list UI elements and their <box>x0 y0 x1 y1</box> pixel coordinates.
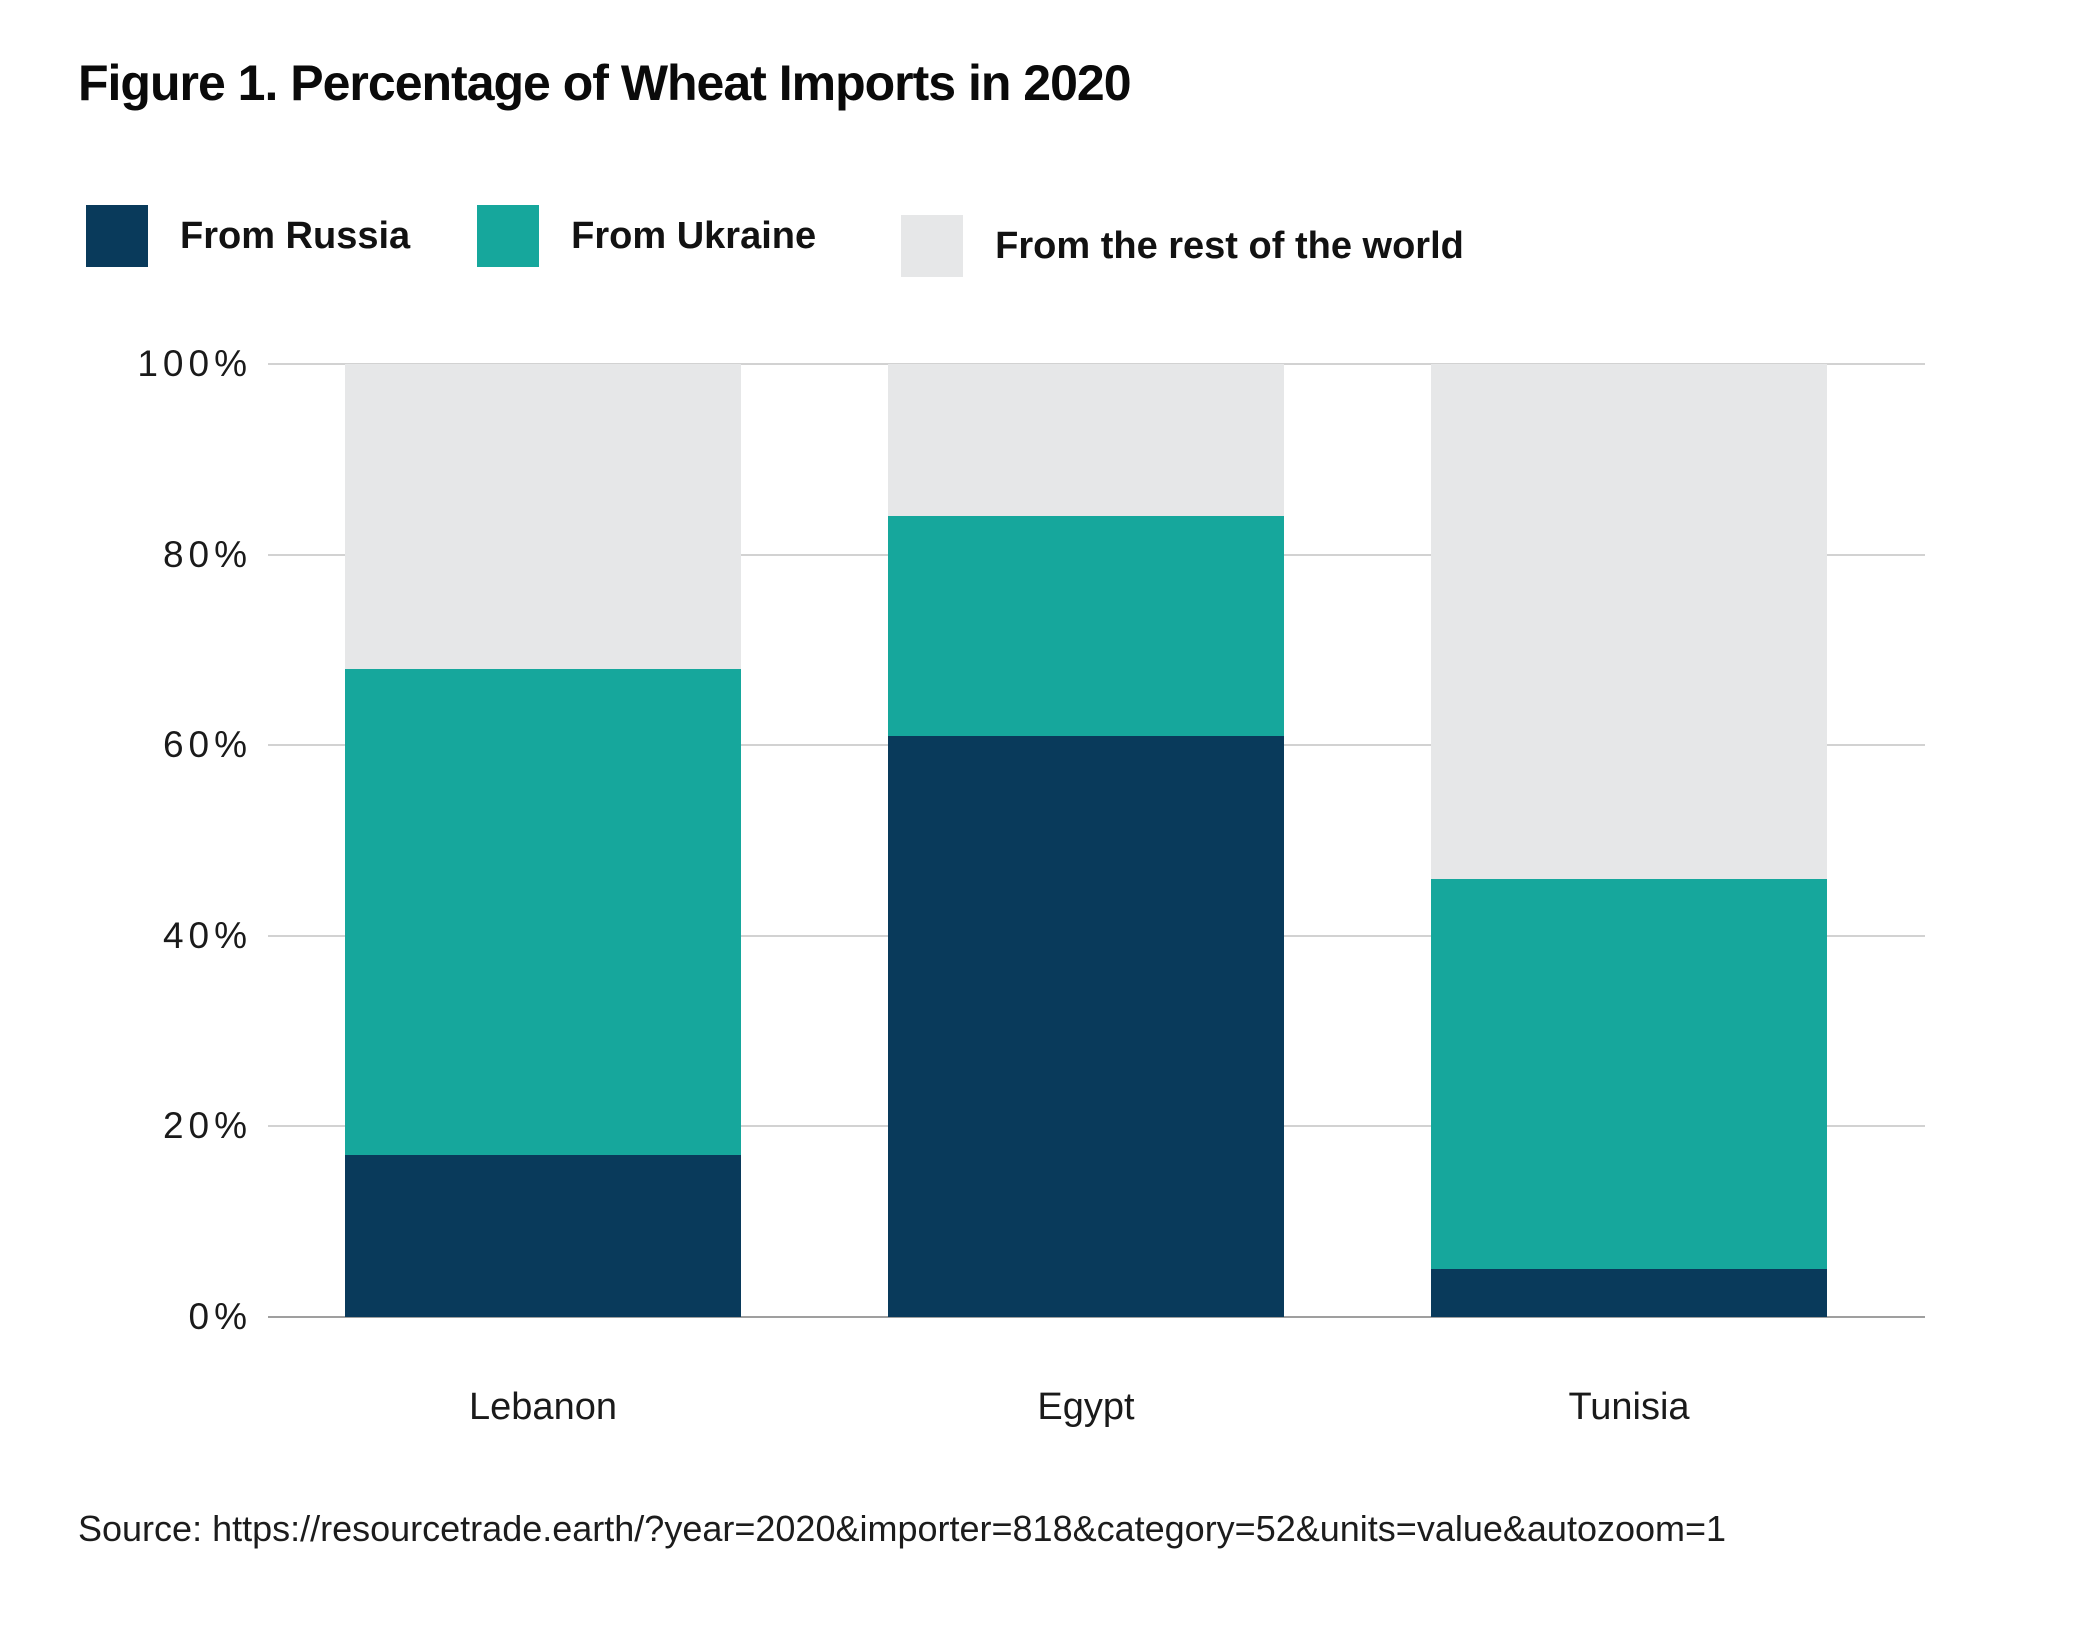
bar-segment-lebanon-from-russia <box>345 1155 741 1317</box>
legend-swatch-rest-of-world <box>901 215 964 277</box>
xlabel-egypt: Egypt <box>1037 1386 1135 1428</box>
bar-segment-tunisia-from-the-rest-of-the-world <box>1431 364 1827 879</box>
legend-label-rest-of-world: From the rest of the world <box>995 224 1464 267</box>
source-line: Source: https://resourcetrade.earth/?yea… <box>78 1508 1727 1549</box>
bar-segment-tunisia-from-russia <box>1431 1269 1827 1317</box>
legend-label-from-russia: From Russia <box>180 214 411 257</box>
bar-tunisia <box>1431 364 1827 1317</box>
legend-swatch-from-russia <box>86 205 148 267</box>
legend-item-from-russia: From Russia <box>86 205 410 267</box>
ytick-label-40: 40% <box>162 914 252 956</box>
bar-segment-lebanon-from-ukraine <box>345 668 741 1155</box>
legend-swatch-from-ukraine <box>477 205 540 267</box>
gridline-100 <box>268 363 1925 365</box>
xlabel-lebanon: Lebanon <box>469 1386 617 1428</box>
legend-item-rest-of-world: From the rest of the world <box>901 215 1464 277</box>
gridline-0 <box>268 1316 1925 1318</box>
bar-lebanon <box>345 364 741 1317</box>
bar-segment-tunisia-from-ukraine <box>1431 878 1827 1270</box>
bar-segment-egypt-from-russia <box>888 735 1284 1317</box>
plot-area <box>268 363 1925 1318</box>
xlabel-tunisia: Tunisia <box>1568 1386 1690 1428</box>
legend-label-from-ukraine: From Ukraine <box>571 214 817 257</box>
ytick-label-80: 80% <box>162 533 252 575</box>
ytick-label-60: 60% <box>162 724 252 766</box>
ytick-label-100: 100% <box>137 343 252 384</box>
ytick-label-20: 20% <box>162 1105 252 1147</box>
bar-segment-lebanon-from-the-rest-of-the-world <box>345 364 741 669</box>
figure-title: Figure 1. Percentage of Wheat Imports in… <box>78 55 1132 111</box>
bar-egypt <box>888 364 1284 1317</box>
bar-segment-egypt-from-ukraine <box>888 516 1284 736</box>
legend-item-from-ukraine: From Ukraine <box>477 205 816 267</box>
legend: From Russia From Ukraine From the rest o… <box>86 205 1464 277</box>
ytick-label-0: 0% <box>188 1296 252 1337</box>
bar-segment-egypt-from-the-rest-of-the-world <box>888 364 1284 517</box>
